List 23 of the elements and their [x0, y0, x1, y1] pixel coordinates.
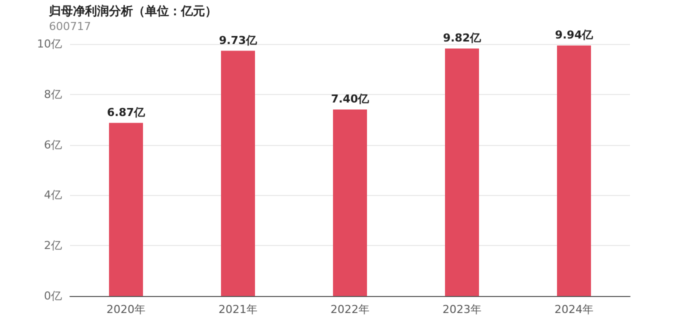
- y-tick-label: 8亿: [44, 88, 62, 101]
- data-label: 9.73亿: [218, 34, 258, 47]
- bar: [109, 122, 143, 296]
- data-label: 6.87亿: [106, 106, 146, 119]
- x-tick-label: 2022年: [330, 303, 370, 316]
- y-tick-label: 0亿: [44, 290, 62, 302]
- x-tick-label: 2020年: [106, 303, 146, 316]
- x-tick-label: 2021年: [218, 303, 258, 316]
- bar: [333, 110, 367, 296]
- y-tick-label: 2亿: [44, 239, 62, 252]
- y-tick-label: 6亿: [44, 138, 62, 152]
- bar: [445, 48, 479, 296]
- x-tick-label: 2023年: [442, 303, 482, 316]
- chart-title: 归母净利润分析（单位：亿元）: [48, 4, 217, 18]
- data-label: 7.40亿: [330, 92, 370, 106]
- bar: [221, 50, 255, 296]
- data-label: 9.94亿: [554, 28, 594, 42]
- y-tick-label: 10亿: [37, 38, 62, 50]
- chart-subtitle: 600717: [49, 20, 91, 33]
- y-tick-label: 4亿: [44, 188, 62, 202]
- bar: [557, 46, 591, 296]
- data-label: 9.82亿: [442, 32, 482, 45]
- x-tick-label: 2024年: [554, 303, 594, 316]
